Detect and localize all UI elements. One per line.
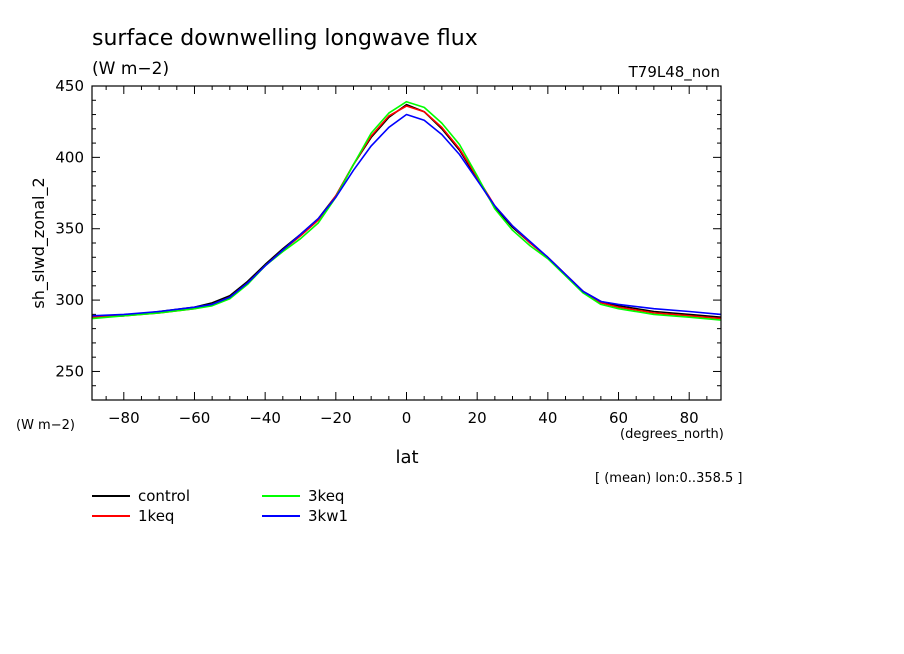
legend-label: 3kw1 bbox=[308, 507, 348, 525]
legend: control 1keq 3keq 3kw1 bbox=[92, 487, 348, 525]
plot-frame bbox=[91, 85, 722, 401]
y-tick-label: 400 bbox=[55, 148, 84, 166]
x-tick-label: −60 bbox=[179, 409, 211, 427]
y-tick-label: 300 bbox=[55, 291, 84, 309]
x-tick-label: 80 bbox=[680, 409, 699, 427]
x-tick-label: −40 bbox=[249, 409, 281, 427]
y-axis-label: sh_slwd_zonal_2 bbox=[29, 177, 49, 308]
footnote: [ (mean) lon:0..358.5 ] bbox=[595, 471, 743, 486]
series-line-3keq bbox=[91, 100, 722, 321]
y-tick-label: 350 bbox=[55, 220, 84, 238]
legend-label: control bbox=[138, 487, 190, 505]
x-tick-label: −20 bbox=[320, 409, 352, 427]
series-group bbox=[91, 100, 722, 321]
y-tick-label: 450 bbox=[55, 77, 84, 95]
series-line-1keq bbox=[91, 105, 722, 320]
chart-units: (W m−2) bbox=[92, 59, 169, 79]
x-axis-units: (degrees_north) bbox=[620, 427, 724, 442]
y-axis: 250 300 350 400 450 bbox=[55, 77, 721, 401]
x-tick-label: 20 bbox=[468, 409, 487, 427]
series-line-control bbox=[91, 103, 722, 318]
x-tick-label: 0 bbox=[402, 409, 412, 427]
y-axis-units: (W m−2) bbox=[16, 418, 75, 433]
x-axis: −80 −60 −40 −20 0 20 40 60 80 bbox=[105, 86, 708, 427]
x-tick-label: 60 bbox=[609, 409, 628, 427]
legend-label: 3keq bbox=[308, 487, 344, 505]
x-axis-label: lat bbox=[395, 447, 418, 468]
run-label: T79L48_non bbox=[628, 63, 720, 82]
y-tick-label: 250 bbox=[55, 362, 84, 380]
chart-title: surface downwelling longwave flux bbox=[92, 26, 478, 51]
legend-label: 1keq bbox=[138, 507, 174, 525]
series-line-3kw1 bbox=[91, 113, 722, 317]
x-tick-label: 40 bbox=[538, 409, 557, 427]
x-tick-label: −80 bbox=[108, 409, 140, 427]
